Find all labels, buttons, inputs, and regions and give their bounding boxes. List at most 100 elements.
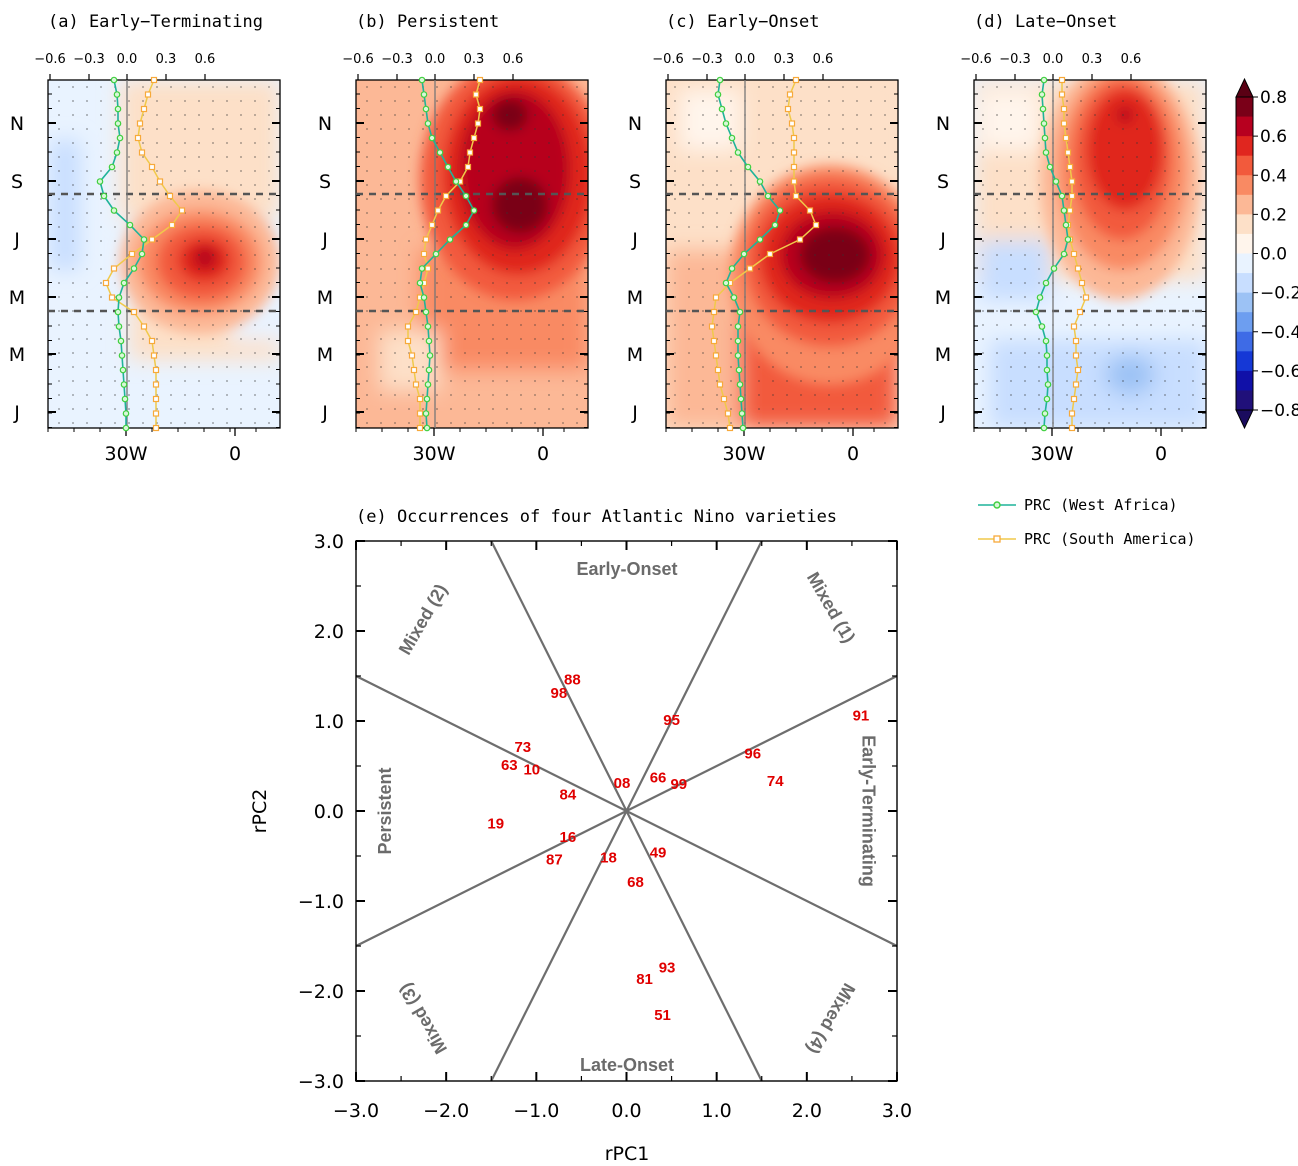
legend-west-africa: PRC (West Africa): [978, 496, 1178, 514]
prc-south-america-marker: [1058, 91, 1066, 98]
prc-west-africa-marker: [446, 236, 454, 243]
prc-south-america-marker: [408, 352, 416, 359]
prc-south-america-marker: [1082, 294, 1090, 301]
prc-west-africa-marker: [423, 395, 431, 403]
prc-south-america-marker: [156, 178, 164, 185]
x-tick-label: 2.0: [792, 1100, 822, 1122]
prc-west-africa-marker: [444, 163, 452, 171]
lon-label: 30W: [723, 443, 766, 465]
legend: PRC (West Africa) PRC (South America): [978, 496, 1196, 548]
prc-west-africa-marker: [1043, 395, 1051, 403]
prc-south-america-marker: [416, 424, 424, 432]
prc-west-africa-marker: [722, 279, 730, 287]
colorbar-tick-label: −0.6: [1260, 362, 1298, 382]
prc-south-america-marker: [1072, 337, 1080, 345]
prc-west-africa-marker: [1044, 381, 1052, 388]
prc-west-africa-marker: [1038, 323, 1046, 330]
prc-west-africa-marker: [734, 149, 742, 156]
prc-west-africa-marker: [140, 236, 148, 243]
prc-south-america-marker: [710, 337, 718, 345]
colorbar-swatch: [1236, 370, 1253, 391]
top-tick-label: −0.3: [691, 52, 723, 67]
region-label-late-onset: Late-Onset: [580, 1055, 674, 1075]
prc-west-africa-marker: [122, 410, 130, 417]
prc-west-africa-marker: [764, 192, 772, 200]
prc-west-africa-marker: [425, 337, 433, 345]
x-tick-label: −1.0: [513, 1100, 559, 1122]
prc-west-africa-marker: [462, 221, 470, 229]
colorbar-swatch: [1236, 312, 1253, 333]
scatter-point-label: 88: [564, 671, 581, 688]
prc-west-africa-marker: [730, 294, 738, 301]
prc-west-africa-marker: [422, 308, 430, 316]
prc-west-africa-marker: [1040, 120, 1048, 127]
month-label: M: [317, 344, 333, 366]
prc-west-africa-marker: [122, 424, 130, 432]
month-label: M: [9, 287, 25, 309]
scatter-point-label: 93: [659, 959, 676, 976]
scatter-xlabel: rPC1: [605, 1143, 650, 1165]
colorbar-tick-label: 0.8: [1260, 88, 1287, 108]
prc-south-america-marker: [152, 410, 160, 417]
prc-west-africa-marker: [722, 120, 730, 127]
legend-south-america-label: PRC (South America): [1024, 530, 1196, 548]
scatter-plot: −3.0 −2.0 −1.0 0.0 1.0 2.0 3.0 3.0 2.0 1.0 0.0 −1.0…: [298, 531, 912, 1122]
panel-a-title: (a) Early−Terminating: [48, 12, 263, 32]
y-tick-label: −2.0: [298, 981, 344, 1003]
panel-a: (a) Early−Terminating: [48, 12, 280, 428]
prc-south-america-marker: [152, 424, 160, 432]
prc-south-america-marker: [1074, 366, 1082, 374]
prc-west-africa-marker: [776, 207, 784, 214]
prc-west-africa-marker: [718, 105, 726, 113]
colorbar-swatch: [1236, 116, 1253, 137]
prc-west-africa-marker: [117, 337, 125, 345]
prc-south-america-marker: [1066, 207, 1074, 214]
month-label: M: [317, 287, 333, 309]
month-label: J: [321, 402, 328, 424]
prc-south-america-marker: [716, 381, 724, 388]
prc-south-america-marker: [416, 395, 424, 403]
prc-west-africa-marker: [1042, 149, 1050, 156]
prc-west-africa-marker: [130, 265, 138, 272]
prc-west-africa-marker: [756, 236, 764, 243]
prc-west-africa-marker: [1040, 76, 1048, 84]
prc-south-america-marker: [150, 76, 158, 84]
top-tick-label: 0.6: [503, 52, 524, 67]
prc-west-africa-marker: [740, 250, 748, 258]
prc-south-america-marker: [812, 221, 820, 229]
top-tick-label: −0.3: [999, 52, 1031, 67]
scatter-ylabel: rPC2: [249, 789, 271, 834]
scatter-point-label: 74: [767, 773, 784, 790]
top-tick-label: 0.0: [425, 52, 446, 67]
prc-south-america-marker: [140, 105, 148, 113]
prc-south-america-marker: [726, 424, 734, 432]
prc-south-america-marker: [424, 265, 432, 272]
prc-south-america-marker: [134, 134, 142, 142]
month-label: S: [629, 171, 641, 193]
prc-south-america-marker: [1074, 265, 1082, 272]
month-label: S: [319, 171, 331, 193]
month-label: M: [935, 287, 951, 309]
scatter-point-label: 10: [523, 761, 540, 778]
prc-south-america-marker: [790, 163, 798, 171]
prc-south-america-marker: [148, 236, 156, 243]
scatter-point-label: 63: [501, 757, 518, 774]
region-label-early-onset: Early-Onset: [576, 559, 677, 579]
prc-west-africa-marker: [1032, 308, 1040, 316]
prc-south-america-marker: [404, 337, 412, 345]
prc-south-america-marker: [1068, 424, 1076, 432]
prc-south-america-marker: [178, 207, 186, 214]
prc-south-america-marker: [1070, 323, 1078, 330]
prc-west-africa-marker: [428, 134, 436, 142]
panel-e: (e) Occurrences of four Atlantic Nino va…: [249, 507, 912, 1165]
scatter-point-label: 96: [744, 745, 761, 762]
scatter-point-label: 19: [487, 815, 504, 832]
prc-west-africa-marker: [1043, 366, 1051, 374]
prc-west-africa-marker: [110, 207, 118, 214]
prc-south-america-marker: [1078, 279, 1086, 287]
x-tick-label: 3.0: [882, 1100, 912, 1122]
prc-west-africa-marker: [426, 352, 434, 359]
prc-west-africa-marker: [126, 221, 134, 229]
colorbar-bottom-arrow: [1235, 409, 1254, 430]
prc-south-america-marker: [148, 337, 156, 345]
